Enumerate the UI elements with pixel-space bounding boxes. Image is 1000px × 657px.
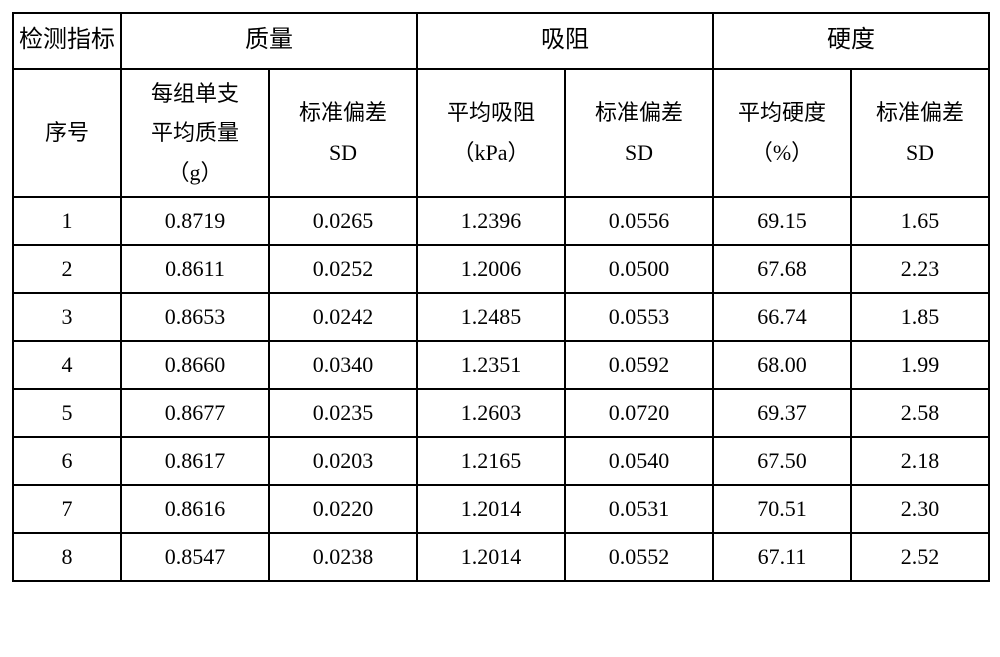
data-cell: 0.8611 bbox=[121, 245, 269, 293]
row-id-cell: 6 bbox=[13, 437, 121, 485]
data-cell: 1.85 bbox=[851, 293, 989, 341]
data-cell: 1.65 bbox=[851, 197, 989, 245]
row-id-cell: 2 bbox=[13, 245, 121, 293]
table-row: 10.87190.02651.23960.055669.151.65 bbox=[13, 197, 989, 245]
table-row: 60.86170.02031.21650.054067.502.18 bbox=[13, 437, 989, 485]
data-cell: 0.0340 bbox=[269, 341, 417, 389]
data-cell: 0.0556 bbox=[565, 197, 713, 245]
data-cell: 1.2603 bbox=[417, 389, 565, 437]
data-cell: 0.8617 bbox=[121, 437, 269, 485]
data-cell: 1.2014 bbox=[417, 485, 565, 533]
row-id-cell: 7 bbox=[13, 485, 121, 533]
data-cell: 0.0238 bbox=[269, 533, 417, 581]
data-cell: 0.0540 bbox=[565, 437, 713, 485]
corner-header: 检测指标 bbox=[13, 13, 121, 69]
data-cell: 0.8660 bbox=[121, 341, 269, 389]
data-cell: 1.2165 bbox=[417, 437, 565, 485]
data-cell: 0.0500 bbox=[565, 245, 713, 293]
data-cell: 2.58 bbox=[851, 389, 989, 437]
sub-header: 标准偏差SD bbox=[565, 69, 713, 198]
row-id-cell: 5 bbox=[13, 389, 121, 437]
group-header: 质量 bbox=[121, 13, 417, 69]
data-cell: 0.8653 bbox=[121, 293, 269, 341]
data-cell: 2.52 bbox=[851, 533, 989, 581]
data-cell: 67.68 bbox=[713, 245, 851, 293]
data-cell: 0.0265 bbox=[269, 197, 417, 245]
data-cell: 0.8677 bbox=[121, 389, 269, 437]
table-header-row-1: 检测指标 质量吸阻硬度 bbox=[13, 13, 989, 69]
data-cell: 1.2351 bbox=[417, 341, 565, 389]
data-cell: 2.23 bbox=[851, 245, 989, 293]
sub-header: 标准偏差SD bbox=[269, 69, 417, 198]
group-header: 吸阻 bbox=[417, 13, 713, 69]
data-cell: 0.0531 bbox=[565, 485, 713, 533]
data-cell: 69.37 bbox=[713, 389, 851, 437]
table-row: 40.86600.03401.23510.059268.001.99 bbox=[13, 341, 989, 389]
data-cell: 0.8719 bbox=[121, 197, 269, 245]
data-cell: 0.8547 bbox=[121, 533, 269, 581]
data-cell: 0.0720 bbox=[565, 389, 713, 437]
row-id-cell: 1 bbox=[13, 197, 121, 245]
data-cell: 0.0592 bbox=[565, 341, 713, 389]
row-id-cell: 3 bbox=[13, 293, 121, 341]
data-cell: 1.2014 bbox=[417, 533, 565, 581]
data-cell: 0.0242 bbox=[269, 293, 417, 341]
group-header: 硬度 bbox=[713, 13, 989, 69]
data-cell: 67.50 bbox=[713, 437, 851, 485]
sub-header: 平均吸阻（kPa） bbox=[417, 69, 565, 198]
data-cell: 1.2006 bbox=[417, 245, 565, 293]
data-cell: 2.30 bbox=[851, 485, 989, 533]
data-cell: 66.74 bbox=[713, 293, 851, 341]
row-id-cell: 4 bbox=[13, 341, 121, 389]
data-cell: 1.2485 bbox=[417, 293, 565, 341]
data-cell: 0.0235 bbox=[269, 389, 417, 437]
data-cell: 0.0220 bbox=[269, 485, 417, 533]
data-cell: 0.0553 bbox=[565, 293, 713, 341]
table-row: 70.86160.02201.20140.053170.512.30 bbox=[13, 485, 989, 533]
data-cell: 0.0203 bbox=[269, 437, 417, 485]
data-cell: 70.51 bbox=[713, 485, 851, 533]
data-cell: 67.11 bbox=[713, 533, 851, 581]
row-label-header: 序号 bbox=[13, 69, 121, 198]
sub-header: 平均硬度（%） bbox=[713, 69, 851, 198]
table-header-row-2: 序号 每组单支平均质量（g）标准偏差SD平均吸阻（kPa）标准偏差SD平均硬度（… bbox=[13, 69, 989, 198]
data-cell: 2.18 bbox=[851, 437, 989, 485]
sub-header: 每组单支平均质量（g） bbox=[121, 69, 269, 198]
data-cell: 0.0252 bbox=[269, 245, 417, 293]
table-row: 20.86110.02521.20060.050067.682.23 bbox=[13, 245, 989, 293]
data-cell: 69.15 bbox=[713, 197, 851, 245]
data-cell: 0.0552 bbox=[565, 533, 713, 581]
data-cell: 1.2396 bbox=[417, 197, 565, 245]
table-row: 30.86530.02421.24850.055366.741.85 bbox=[13, 293, 989, 341]
row-id-cell: 8 bbox=[13, 533, 121, 581]
table-row: 80.85470.02381.20140.055267.112.52 bbox=[13, 533, 989, 581]
data-cell: 0.8616 bbox=[121, 485, 269, 533]
data-cell: 1.99 bbox=[851, 341, 989, 389]
data-cell: 68.00 bbox=[713, 341, 851, 389]
measurement-data-table: 检测指标 质量吸阻硬度 序号 每组单支平均质量（g）标准偏差SD平均吸阻（kPa… bbox=[12, 12, 990, 582]
sub-header: 标准偏差SD bbox=[851, 69, 989, 198]
table-row: 50.86770.02351.26030.072069.372.58 bbox=[13, 389, 989, 437]
